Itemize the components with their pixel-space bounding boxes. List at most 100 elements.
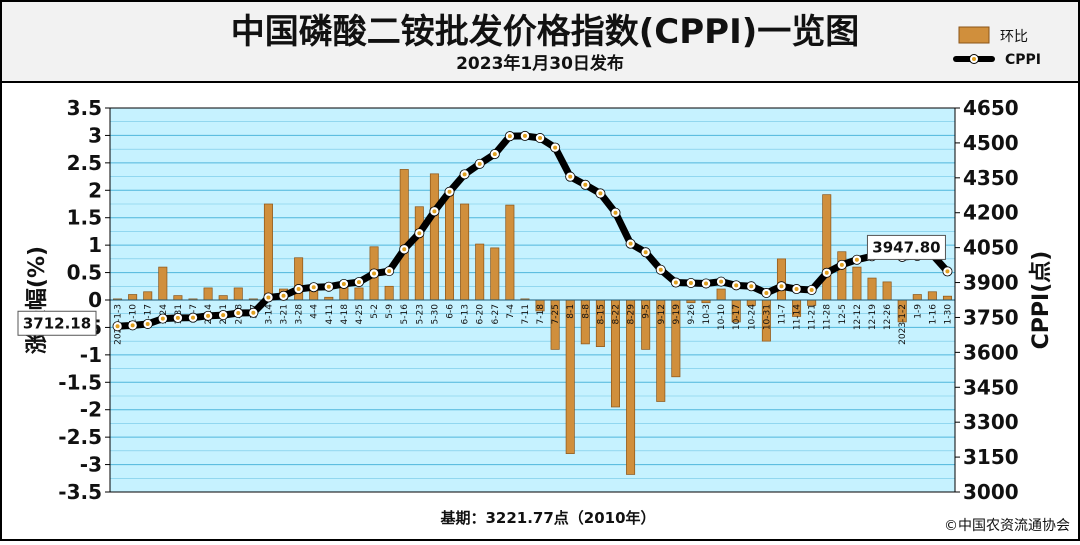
cppi-point-dot [643,250,648,255]
bar [173,295,183,301]
cppi-point-dot [688,281,693,286]
right-tick-label: 4200 [963,201,1019,225]
cppi-point-dot [809,287,814,292]
cppi-point-dot [613,210,618,215]
left-tick-label: 2 [88,178,102,202]
x-tick-label: 12-26 [883,304,893,330]
x-tick-label: 7-11 [521,304,531,324]
cppi-point-dot [160,316,165,321]
bar [203,287,213,301]
bar [882,281,892,301]
cppi-point-dot [356,280,361,285]
right-tick-label: 3150 [963,445,1019,469]
x-tick-label: 1-30 [943,304,953,325]
x-tick-label: 3-28 [295,304,305,325]
cppi-point-dot [281,293,286,298]
value-callout-box [866,234,946,260]
cppi-point-dot [296,287,301,292]
cppi-point-dot [507,134,512,139]
cppi-point-dot [658,267,663,272]
right-axis: 4650 4500 4350 4200 4050 3900 3750 3600 3450 3300… [955,96,1019,504]
x-tick-label: 7-4 [506,304,516,319]
cppi-point-dot [432,209,437,214]
cppi-point-dot [779,284,784,289]
bar [158,266,168,301]
cppi-point-dot [145,321,150,326]
x-tick-label: 11-7 [777,304,787,324]
bar [822,194,832,301]
bar [399,169,409,301]
bar [263,203,273,301]
cppi-point-dot [854,257,859,262]
bar-series [113,169,952,475]
cppi-point-dot [266,295,271,300]
legend-bar-swatch [958,26,990,44]
right-axis-title: CPPI(点) [1028,251,1054,350]
cppi-point-dot [553,145,558,150]
left-tick-label: -1.5 [58,370,102,394]
cppi-point-dot [115,324,120,329]
bar [852,266,862,301]
cppi-point-dot [372,271,377,276]
cppi-point-dot [236,311,241,316]
x-tick-label: 7-25 [551,304,561,324]
bar [414,206,424,301]
left-tick-label: 3 [88,123,102,147]
cppi-point-dot [251,310,256,315]
x-tick-label: 9-12 [657,304,667,324]
cppi-point-dot [598,191,603,196]
cppi-point-dot [462,172,467,177]
cppi-point-dot [568,174,573,179]
cppi-point-dot [839,262,844,267]
cppi-point-dot [583,182,588,187]
cppi-point-dot [492,152,497,157]
chart-subtitle: 2023年1月30日发布 [456,53,624,74]
x-tick-label: 9-19 [672,304,682,325]
cppi-point-dot [628,241,633,246]
x-tick-label: 6-13 [461,304,471,324]
x-tick-label: 10-3 [702,304,712,324]
right-tick-label: 3450 [963,375,1019,399]
x-tick-label: 12-19 [868,304,878,330]
cppi-point-dot [326,284,331,289]
copyright-note: ©中国农资流通协会 [944,518,1070,534]
cppi-point-dot [734,283,739,288]
right-tick-label: 4650 [963,96,1019,120]
x-tick-label: 5-30 [430,304,440,325]
right-tick-label: 4050 [963,236,1019,260]
cppi-point-dot [341,281,346,286]
bar [233,287,243,301]
x-tick-label: 11-28 [823,304,833,330]
x-tick-label: 1-9 [913,304,923,319]
bar [475,243,485,301]
cppi-point-dot [190,315,195,320]
left-axis-title: 涨跌幅(%) [25,246,50,354]
cppi-point-dot [764,291,769,296]
bar [429,173,439,301]
x-tick-label: 8-22 [611,304,621,324]
bar [354,287,364,301]
cppi-point-dot [673,280,678,285]
bar [942,295,952,301]
x-tick-label: 10-17 [732,304,742,330]
annotations: 3712.18 3947.80 [17,234,946,336]
cppi-point-dot [794,287,799,292]
left-tick-label: -2 [80,398,102,422]
x-tick-label: 10-31 [762,304,772,330]
legend-line-marker-dot [972,57,976,61]
chart-title: 中国磷酸二铵批发价格指数(CPPI)一览图 [231,12,860,52]
left-tick-label: 2.5 [67,151,102,175]
x-tick-label: 3-21 [280,304,290,324]
x-tick-label: 1-17 [144,304,154,324]
right-tick-label: 3300 [963,410,1019,434]
x-tick-label: 8-15 [596,304,606,324]
cppi-point-dot [402,247,407,252]
x-tick-label: 10-10 [717,304,727,330]
right-tick-label: 3000 [963,480,1019,504]
left-tick-label: 0 [88,288,102,312]
left-tick-label: -1 [80,343,102,367]
cppi-point-dot [704,281,709,286]
cppi-point-dot [477,161,482,166]
legend-line-label: CPPI [1005,52,1041,68]
